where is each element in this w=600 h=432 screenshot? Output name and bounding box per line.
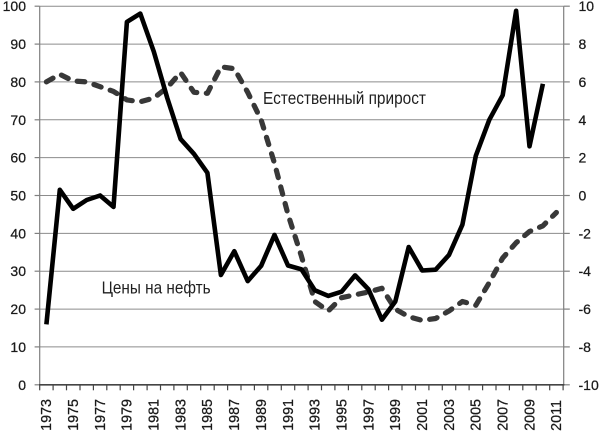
svg-text:1985: 1985 (200, 399, 216, 431)
svg-text:2009: 2009 (522, 399, 538, 431)
svg-text:1975: 1975 (66, 399, 82, 431)
svg-text:1993: 1993 (308, 399, 324, 431)
svg-text:-4: -4 (579, 263, 592, 279)
svg-text:8: 8 (579, 36, 587, 52)
svg-text:1989: 1989 (254, 399, 270, 431)
svg-text:1973: 1973 (39, 399, 55, 431)
svg-text:10: 10 (10, 339, 26, 355)
svg-text:1999: 1999 (388, 399, 404, 431)
svg-text:Естественный прирост: Естественный прирост (263, 88, 426, 108)
svg-text:-10: -10 (579, 377, 599, 393)
svg-text:0: 0 (579, 188, 587, 204)
svg-text:1987: 1987 (227, 399, 243, 431)
svg-text:1991: 1991 (281, 399, 297, 431)
svg-text:2007: 2007 (496, 399, 512, 431)
svg-text:-2: -2 (579, 225, 592, 241)
svg-text:2003: 2003 (442, 399, 458, 431)
svg-text:80: 80 (10, 74, 26, 90)
svg-text:4: 4 (579, 112, 587, 128)
svg-text:20: 20 (10, 301, 26, 317)
svg-text:-8: -8 (579, 339, 592, 355)
svg-text:100: 100 (3, 0, 27, 14)
svg-text:70: 70 (10, 112, 26, 128)
svg-text:6: 6 (579, 74, 587, 90)
svg-text:2: 2 (579, 150, 587, 166)
svg-text:1977: 1977 (93, 399, 109, 431)
svg-text:2001: 2001 (415, 399, 431, 431)
svg-text:2005: 2005 (469, 399, 485, 431)
svg-text:1979: 1979 (120, 399, 136, 431)
svg-text:1995: 1995 (334, 399, 350, 431)
svg-text:0: 0 (18, 377, 26, 393)
svg-text:1983: 1983 (173, 399, 189, 431)
svg-text:1981: 1981 (147, 399, 163, 431)
svg-text:40: 40 (10, 225, 26, 241)
svg-text:-6: -6 (579, 301, 592, 317)
svg-text:Цены на нефть: Цены на нефть (102, 278, 211, 298)
svg-text:2011: 2011 (549, 400, 565, 431)
svg-text:90: 90 (10, 36, 26, 52)
svg-text:1997: 1997 (361, 399, 377, 431)
svg-text:60: 60 (10, 150, 26, 166)
svg-text:10: 10 (579, 0, 595, 14)
svg-text:30: 30 (10, 263, 26, 279)
svg-text:50: 50 (10, 188, 26, 204)
